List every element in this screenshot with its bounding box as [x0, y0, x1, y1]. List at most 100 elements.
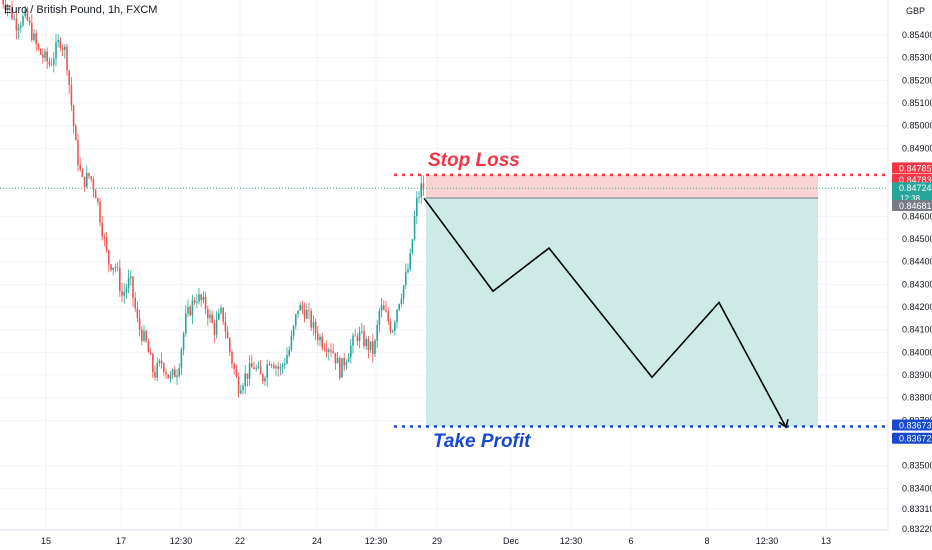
candle: [28, 16, 31, 26]
candle: [284, 357, 286, 370]
candle: [141, 326, 143, 346]
candle: [108, 249, 110, 273]
price-tag: 0.83673: [892, 419, 932, 431]
candle: [405, 263, 407, 290]
chart-title: Euro / British Pound, 1h, FXCM: [4, 4, 158, 16]
candle: [378, 307, 381, 333]
candle: [86, 165, 88, 189]
candle: [167, 374, 169, 379]
candle: [121, 282, 123, 302]
candle: [158, 359, 161, 367]
candle: [178, 363, 180, 379]
candle: [163, 361, 165, 377]
candle: [156, 357, 158, 382]
candle: [13, 14, 15, 21]
time-tick-label: 6: [628, 536, 633, 546]
candle: [297, 310, 299, 319]
candle: [119, 259, 121, 297]
price-tick-label: 0.85000: [902, 121, 932, 131]
candle: [224, 312, 227, 339]
candle: [152, 352, 154, 379]
price-tick-label: 0.83500: [902, 461, 932, 471]
candle: [110, 263, 112, 272]
candle: [176, 368, 178, 385]
price-tick-label: 0.84400: [902, 257, 932, 267]
candles: [2, 0, 425, 398]
candle: [226, 326, 229, 339]
candle: [37, 42, 40, 51]
candle: [268, 361, 271, 366]
candle: [26, 6, 29, 22]
candle: [290, 329, 293, 352]
candle: [200, 293, 202, 307]
candle: [105, 231, 108, 253]
candle: [196, 293, 198, 309]
take-profit-label: Take Profit: [433, 431, 531, 452]
candle: [264, 375, 266, 386]
price-tick-label: 0.84100: [902, 325, 932, 335]
candle: [345, 359, 348, 370]
candle: [57, 34, 59, 48]
candle: [174, 366, 176, 378]
candle: [15, 10, 18, 40]
candle: [207, 305, 209, 326]
candle: [77, 133, 79, 172]
candle: [312, 315, 315, 336]
candle: [328, 347, 330, 361]
candle: [334, 352, 337, 371]
candle: [160, 352, 163, 369]
candle: [64, 44, 66, 59]
time-tick-label: 17: [116, 536, 126, 546]
candle: [301, 300, 304, 315]
candle: [389, 318, 392, 334]
candle: [372, 333, 374, 363]
candle: [213, 319, 216, 343]
candle: [138, 309, 141, 337]
candle: [343, 352, 345, 371]
candle: [169, 371, 172, 384]
candle: [2, 0, 4, 9]
price-tick-label: 0.83400: [902, 483, 932, 493]
candle: [75, 123, 77, 141]
candle: [235, 364, 238, 378]
candle: [314, 318, 317, 341]
candle: [409, 248, 411, 272]
projected-path[interactable]: [423, 197, 787, 428]
time-tick-label: 24: [312, 536, 322, 546]
target-zone: [426, 197, 818, 427]
candle: [400, 293, 403, 307]
candle: [31, 14, 33, 43]
candle: [204, 291, 207, 315]
candle: [125, 283, 128, 299]
candle: [402, 284, 405, 305]
candle: [42, 48, 44, 64]
price-tick-label: 0.83800: [902, 393, 932, 403]
price-tick-label: 0.84000: [902, 347, 932, 357]
candle: [354, 329, 356, 337]
price-tag-label: 0.84724: [899, 183, 932, 193]
candle: [149, 347, 152, 355]
candle: [385, 300, 387, 313]
price-tick-label: 0.85100: [902, 98, 932, 108]
candle: [292, 324, 295, 341]
candle: [50, 57, 53, 66]
candle: [266, 359, 268, 387]
stop-loss-label: Stop Loss: [428, 150, 520, 171]
candle: [391, 329, 394, 334]
candle: [48, 57, 51, 67]
time-tick-label: 13: [821, 536, 831, 546]
candle: [339, 356, 341, 381]
price-tick-label: 0.84500: [902, 234, 932, 244]
price-axis-panel[interactable]: [888, 0, 932, 550]
candle: [39, 48, 42, 56]
candle: [191, 294, 194, 325]
candle: [53, 51, 55, 73]
candle: [246, 373, 249, 387]
candle: [310, 308, 312, 332]
candle: [101, 215, 103, 241]
candle: [90, 175, 92, 183]
price-axis: 0.85400 0.85300 0.85200 0.85100 0.85000 0.849…: [902, 30, 932, 534]
candle: [237, 372, 240, 398]
